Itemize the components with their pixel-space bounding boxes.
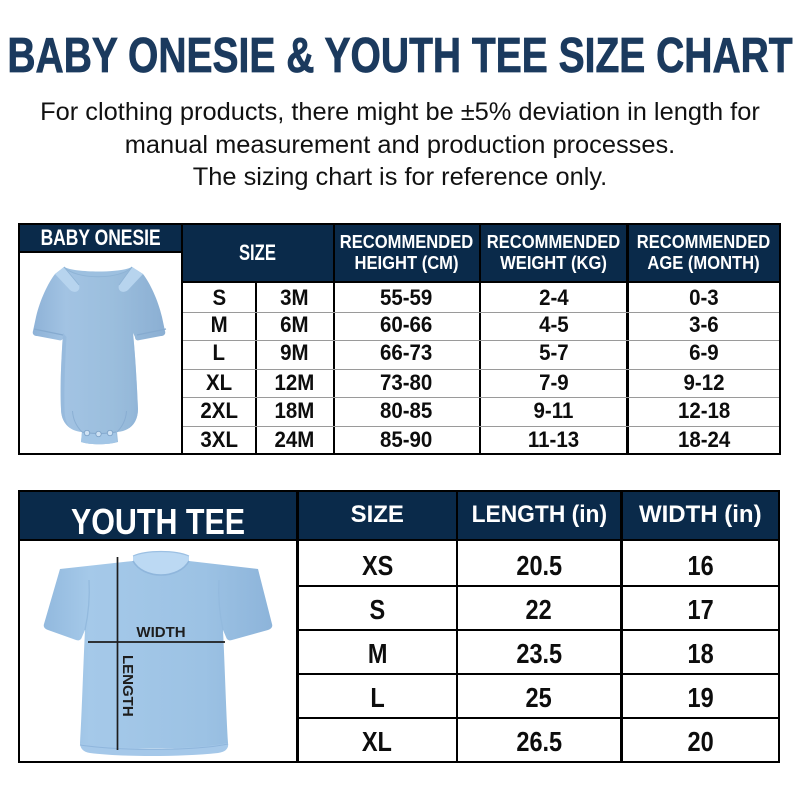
svg-text:LENGTH: LENGTH (119, 655, 136, 717)
svg-text:WIDTH: WIDTH (136, 624, 185, 641)
